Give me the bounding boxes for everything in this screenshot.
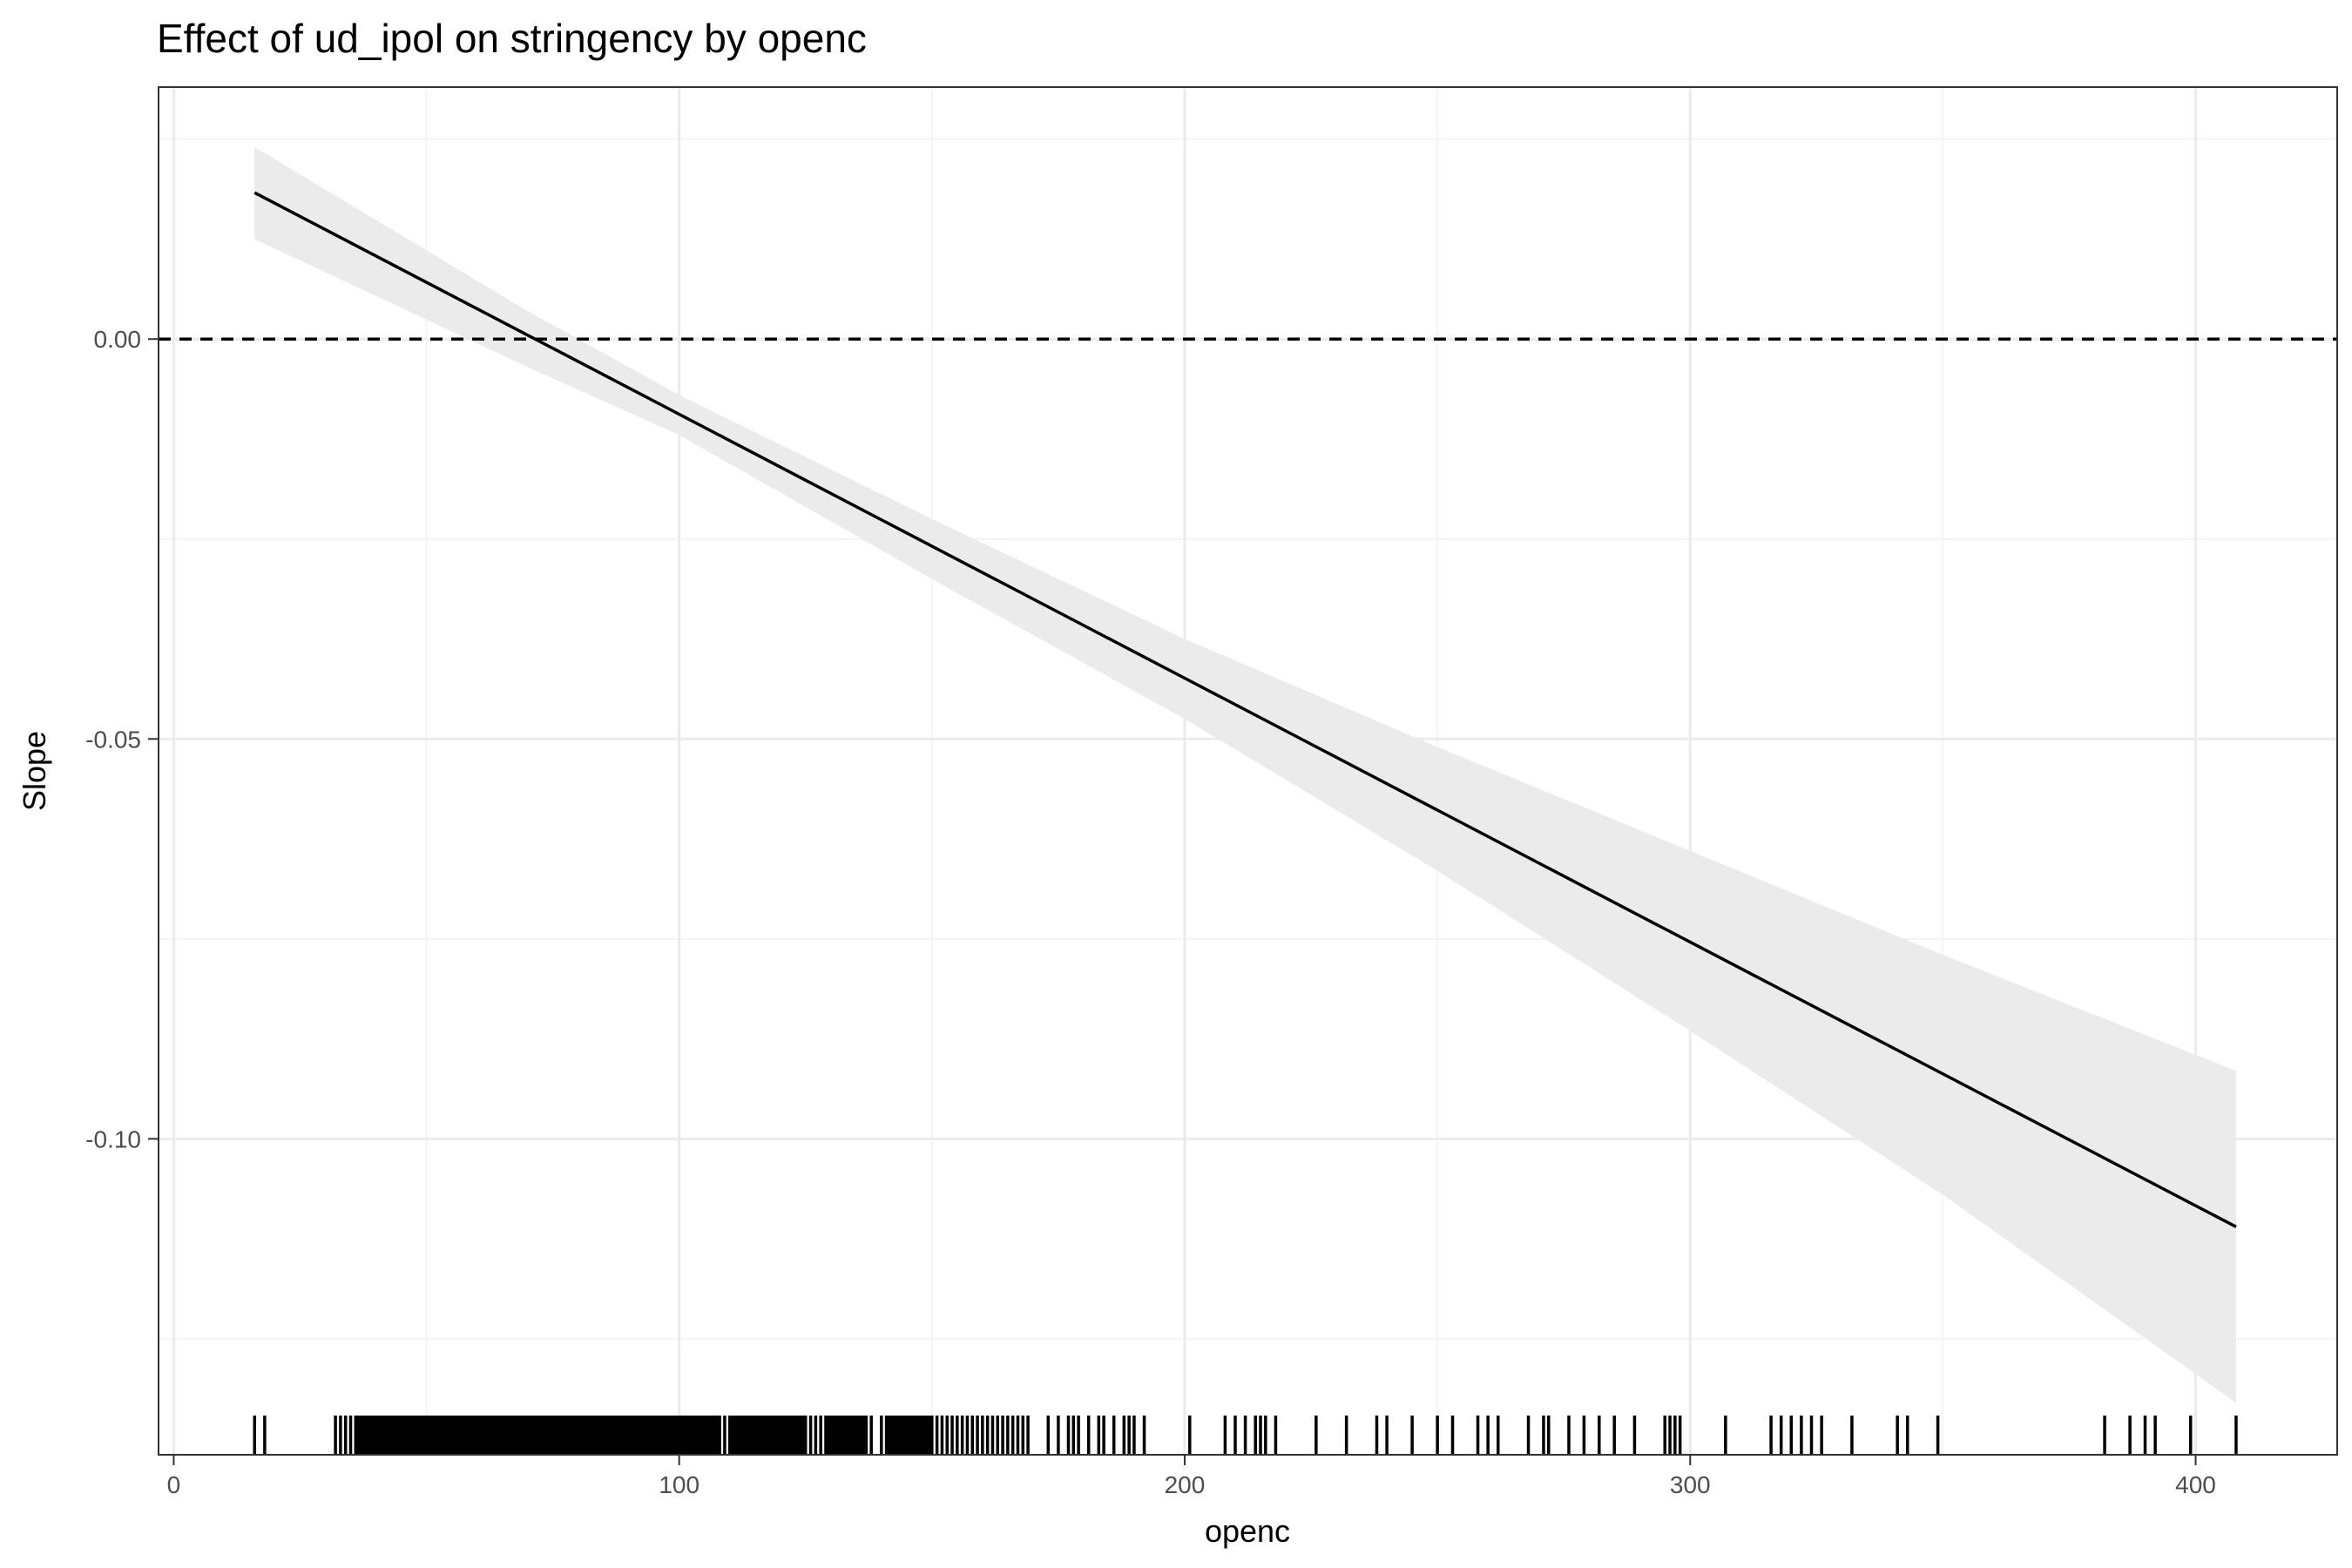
chart-title: Effect of ud_ipol on stringency by openc (157, 16, 867, 61)
rug-marks (253, 1416, 2238, 1455)
y-axis-title: Slope (17, 731, 52, 811)
x-tick-label: 400 (2175, 1471, 2216, 1498)
y-tick-label: -0.05 (85, 726, 141, 753)
y-tick-label: -0.10 (85, 1125, 141, 1152)
x-tick-label: 100 (659, 1471, 700, 1498)
y-tick-label: 0.00 (94, 326, 142, 353)
x-axis-ticks: 0 100 200 300 400 (167, 1455, 2216, 1498)
plot-border (158, 86, 2338, 1456)
slope-line (253, 191, 2237, 1228)
x-tick-label: 200 (1165, 1471, 1206, 1498)
x-tick-label: 300 (1670, 1471, 1711, 1498)
y-axis-ticks: 0.00 -0.05 -0.10 (85, 326, 159, 1152)
x-tick-label: 0 (167, 1471, 181, 1498)
confidence-band (254, 146, 2236, 1403)
x-axis-title: openc (1205, 1513, 1290, 1549)
